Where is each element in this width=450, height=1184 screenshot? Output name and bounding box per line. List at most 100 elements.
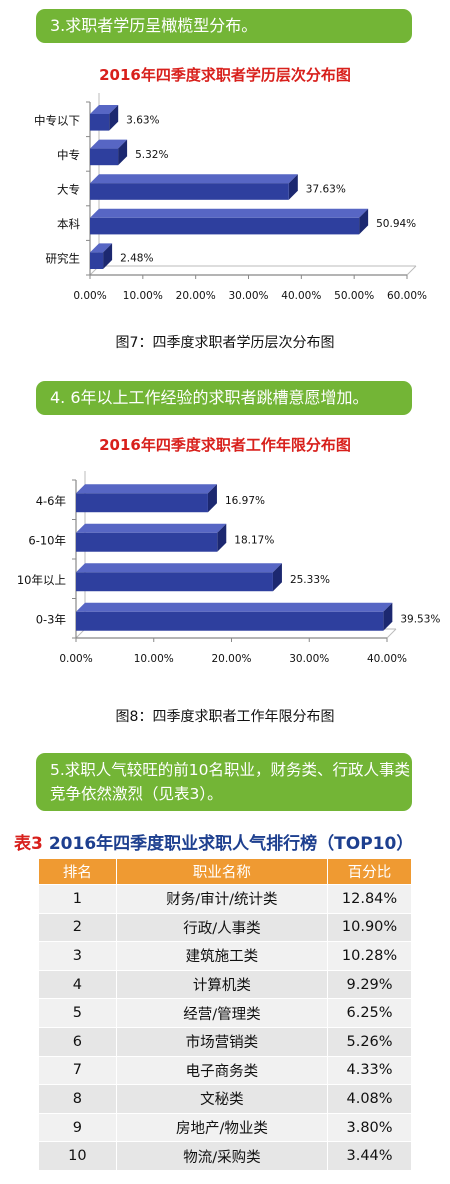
bar: [76, 493, 208, 513]
table-row: 6 市场营销类 5.26%: [38, 1026, 412, 1057]
section-banner-experience: 4. 6年以上工作经验的求职者跳槽意愿增加。: [36, 381, 412, 415]
bar-side-face: [103, 243, 113, 270]
bar: [90, 148, 119, 166]
x-tick-label: 10.00%: [123, 290, 163, 302]
bar-top-face: [76, 523, 227, 533]
bar-top-face: [90, 104, 119, 114]
rank-cell: 8: [38, 1084, 117, 1114]
category-label: 大专: [57, 183, 80, 197]
occupation-cell: 财务/审计/统计类: [115, 884, 329, 914]
percent-cell: 3.44%: [327, 1141, 412, 1171]
category-label: 中专以下: [34, 113, 80, 127]
chart-floor-edge: [406, 265, 417, 276]
rank-cell: 6: [38, 1026, 117, 1057]
chart-floor-edge: [386, 628, 397, 639]
percent-cell: 4.08%: [327, 1084, 412, 1114]
category-label: 6-10年: [28, 533, 66, 547]
table-row: 10 物流/采购类 3.44%: [38, 1141, 412, 1171]
table-header-row: 排名 职业名称 百分比: [38, 858, 412, 885]
rank-cell: 3: [38, 941, 117, 971]
rank-cell: 4: [38, 969, 117, 1000]
table-row: 2 行政/人事类 10.90%: [38, 912, 412, 943]
column-header-percent: 百分比: [327, 858, 412, 885]
bar-side-face: [272, 563, 282, 592]
x-tick-label: 30.00%: [289, 653, 329, 665]
percent-cell: 5.26%: [327, 1026, 412, 1057]
data-label: 50.94%: [376, 218, 416, 230]
occupation-cell: 房地产/物业类: [115, 1112, 329, 1143]
bar-top-face: [90, 139, 128, 149]
chart-title-education: 2016年四季度求职者学历层次分布图: [99, 66, 351, 84]
data-label: 18.17%: [234, 534, 274, 546]
data-label: 3.63%: [126, 114, 159, 126]
table-row: 3 建筑施工类 10.28%: [38, 941, 412, 971]
bar: [76, 611, 384, 631]
occupation-cell: 经营/管理类: [115, 998, 329, 1028]
bar: [76, 572, 273, 592]
figure-caption-experience: 图8：四季度求职者工作年限分布图: [115, 709, 335, 725]
bar: [90, 183, 289, 200]
bar-top-face: [76, 484, 217, 494]
bar-top-face: [76, 563, 282, 573]
table-title: 表3 2016年四季度职业求职人气排行榜（TOP10）: [14, 829, 444, 854]
category-label: 4-6年: [36, 494, 66, 508]
category-label: 中专: [57, 148, 80, 162]
chart-back-floor: [89, 265, 416, 276]
bar: [90, 217, 360, 235]
occupation-cell: 计算机类: [115, 969, 329, 1000]
chart-title-experience: 2016年四季度求职者工作年限分布图: [99, 436, 351, 454]
bar: [90, 113, 110, 131]
data-label: 16.97%: [225, 495, 265, 507]
percent-cell: 10.28%: [327, 941, 412, 971]
bar: [90, 252, 104, 270]
bar-side-face: [118, 139, 128, 166]
bar: [76, 532, 218, 552]
table-row: 8 文秘类 4.08%: [38, 1084, 412, 1114]
bar-side-face: [383, 602, 393, 631]
table-title-text: 2016年四季度职业求职人气排行榜（TOP10）: [48, 834, 414, 854]
section-banner-education: 3.求职者学历呈橄榄型分布。: [36, 9, 412, 43]
rank-cell: 2: [38, 912, 117, 943]
category-label: 10年以上: [17, 573, 66, 587]
rank-cell: 1: [38, 884, 117, 914]
percent-cell: 6.25%: [327, 998, 412, 1028]
table-row: 7 电子商务类 4.33%: [38, 1055, 412, 1086]
bar-top-face: [90, 243, 113, 253]
bar-top-face: [90, 174, 298, 184]
percent-cell: 9.29%: [327, 969, 412, 1000]
rank-cell: 7: [38, 1055, 117, 1086]
table-row: 4 计算机类 9.29%: [38, 969, 412, 1000]
table-row: 5 经营/管理类 6.25%: [38, 998, 412, 1028]
rank-cell: 10: [38, 1141, 117, 1171]
x-tick-label: 30.00%: [228, 290, 268, 302]
percent-cell: 10.90%: [327, 912, 412, 943]
column-header-rank: 排名: [38, 858, 117, 885]
occupation-ranking-table: 排名 职业名称 百分比 1 财务/审计/统计类 12.84% 2 行政/人事类 10.90…: [38, 858, 412, 1171]
bar-side-face: [288, 174, 298, 200]
percent-cell: 12.84%: [327, 884, 412, 914]
bar-side-face: [109, 104, 119, 131]
bar-side-face: [359, 208, 369, 235]
figure-caption-education: 图7：四季度求职者学历层次分布图: [115, 335, 335, 351]
education-bar-chart: 0.00% 10.00% 20.00% 30.00% 40.00% 50.00% 60.00…: [34, 93, 427, 302]
percent-cell: 3.80%: [327, 1112, 412, 1143]
x-tick-label: 20.00%: [211, 653, 251, 665]
bar-side-face: [217, 523, 227, 552]
x-tick-label: 0.00%: [59, 653, 92, 665]
occupation-cell: 文秘类: [115, 1084, 329, 1114]
x-tick-label: 60.00%: [387, 290, 427, 302]
occupation-cell: 物流/采购类: [115, 1141, 329, 1171]
rank-cell: 5: [38, 998, 117, 1028]
data-label: 2.48%: [120, 253, 153, 265]
category-label: 0-3年: [36, 612, 66, 626]
x-tick-label: 40.00%: [281, 290, 321, 302]
bar-side-face: [207, 484, 217, 513]
category-label: 研究生: [46, 252, 81, 266]
x-tick-label: 50.00%: [334, 290, 374, 302]
category-label: 本科: [57, 217, 80, 231]
data-label: 39.53%: [400, 613, 440, 625]
table-row: 9 房地产/物业类 3.80%: [38, 1112, 412, 1143]
bar-top-face: [90, 208, 369, 218]
section-banner-ranking: 5.求职人气较旺的前10名职业，财务类、行政人事类竞争依然激烈（见表3）。: [36, 753, 412, 811]
data-label: 25.33%: [290, 574, 330, 586]
